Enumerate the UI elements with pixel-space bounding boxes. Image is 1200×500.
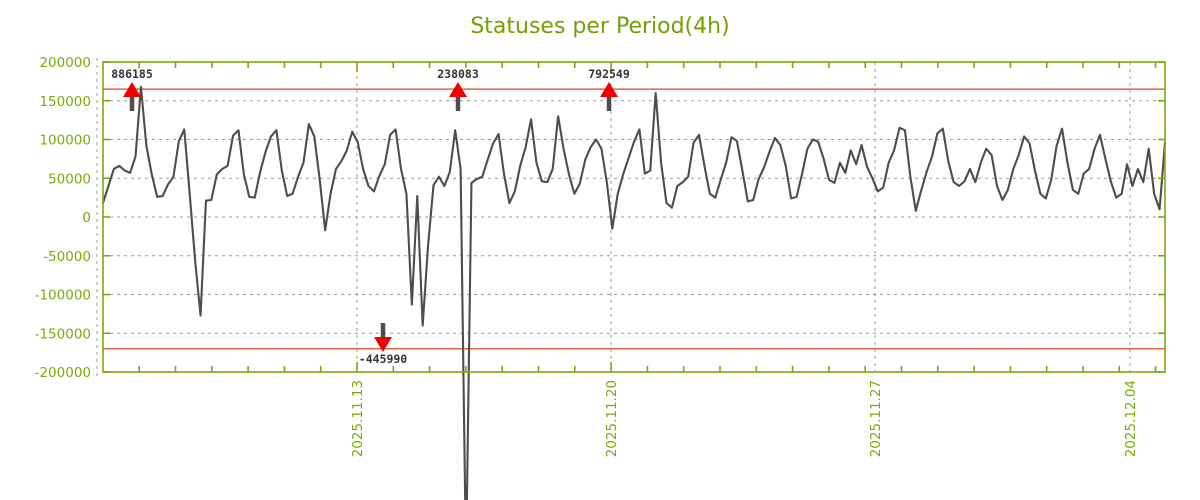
y-axis-tick-label: 150000 [39,94,91,110]
y-axis-tick-labels: 200000 150000 100000 50000 0 -50000 -100000 -15… [35,55,91,381]
y-axis-tick-label: 50000 [48,171,91,187]
plot-border [102,61,1166,373]
x-axis-tick-label: 2025.11.13 [350,380,366,457]
y-axis-tick-label: -50000 [43,249,91,265]
x-axis-tick-label: 2025.12.04 [1123,380,1139,457]
series-layer [101,85,1167,500]
y-axis-tick-label: 200000 [39,55,91,71]
annotation-label: 886185 [111,67,153,81]
x-axis-tick-label: 2025.11.27 [868,380,884,457]
annotation-label: -445990 [359,352,408,366]
grid-layer [96,58,1165,378]
y-axis-tick-label: -150000 [35,326,91,342]
series-line [101,85,1167,500]
y-axis-tick-label: 0 [82,210,91,226]
chart-title: Statuses per Period(4h) [470,14,730,39]
x-axis-tick-labels: 2025.11.13 2025.11.20 2025.11.27 2025.12.04 [350,380,1139,457]
annotation-label: 792549 [588,67,630,81]
annotation-marker [600,82,618,97]
axis-layer [102,61,1166,373]
threshold-lines-layer [103,88,1165,350]
x-axis-tick-label: 2025.11.20 [604,380,620,457]
y-axis-tick-label: -100000 [35,288,91,304]
y-axis-tick-label: 100000 [39,133,91,149]
y-axis-tick-label: -200000 [35,365,91,381]
annotation-marker [374,337,392,352]
annotation-marker [449,82,467,97]
annotation-marker [123,82,141,97]
annotations-layer: 886185 238083 792549 -445990 [111,67,630,366]
annotation-label: 238083 [437,67,479,81]
